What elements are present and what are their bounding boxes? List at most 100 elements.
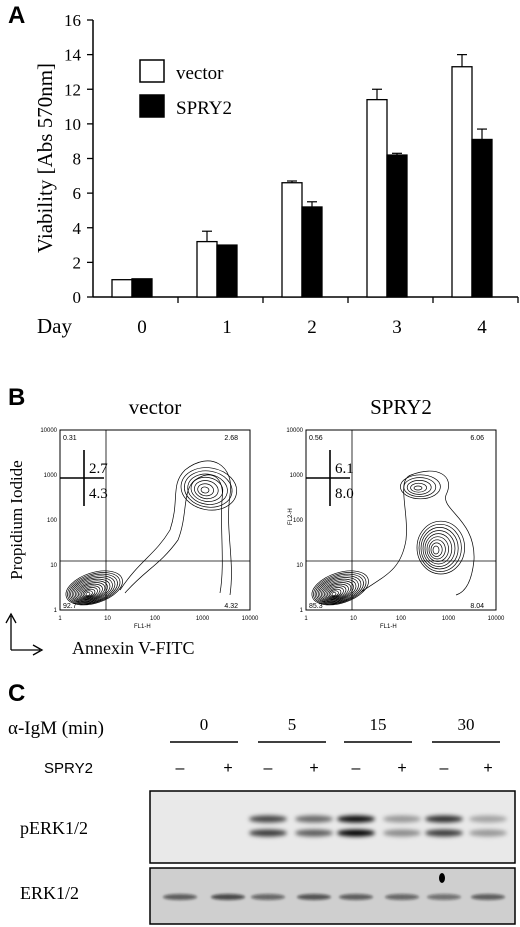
legend-label-spry2: SPRY2: [176, 98, 232, 119]
flow-plot-title: vector: [129, 395, 181, 419]
contour-line: [77, 583, 103, 600]
contour-line: [319, 578, 357, 602]
x-tick-label: 10000: [488, 616, 505, 622]
contour-line: [70, 575, 116, 604]
contour-line: [82, 588, 96, 598]
spry2-sign: –: [352, 760, 361, 777]
panel-label-c: C: [8, 680, 26, 707]
contour-line: [71, 577, 113, 603]
panel-label-b: B: [8, 384, 26, 411]
x-tick-label: 4: [477, 317, 487, 338]
contour-line: [331, 592, 337, 596]
contour-line: [74, 580, 108, 601]
annexin-label: Annexin V-FITC: [72, 638, 195, 658]
y-axis-label: Viability [Abs 570nm]: [33, 63, 57, 253]
x-tick-label: 10: [104, 616, 111, 622]
contour-line: [322, 582, 352, 601]
erk-band: [163, 894, 197, 900]
spry2-sign: –: [264, 760, 273, 777]
legend-label-vector: vector: [176, 63, 224, 84]
contour-line: [325, 585, 347, 599]
x-tick-label: 100: [396, 616, 407, 622]
contour-line: [180, 467, 238, 511]
y-tick-label: 10000: [286, 428, 303, 434]
y-tick-label: 0: [73, 288, 82, 307]
contour-line: [428, 539, 446, 560]
contour-line: [197, 483, 214, 497]
contour-line: [124, 474, 223, 594]
contour-line: [119, 460, 232, 596]
treatment-label: α-IgM (min): [8, 718, 104, 739]
contour-line: [418, 523, 462, 572]
western-blot-panel: α-IgM (min) 0 5 15 30 SPRY2 – + – + – + – + pERK1/…: [8, 715, 516, 925]
bar-spry2-day-3: [386, 154, 408, 298]
fl2-axis-title: FL2-H: [288, 508, 294, 525]
flow-plot-vector: vector 11 10 10 100 100 1000 1000 10000 10000 0.…: [40, 395, 259, 630]
propidium-iodide-label: Propidium Iodide: [7, 460, 26, 579]
spry2-sign: –: [440, 760, 449, 777]
quadrant-ll: 92.7: [63, 603, 77, 610]
erk-band: [339, 894, 373, 900]
fl1-axis-title: FL1-H: [134, 624, 151, 630]
bar-vector-day-2: [281, 182, 303, 298]
flow-plot-title: SPRY2: [370, 395, 432, 419]
timepoint-label: 30: [458, 715, 475, 734]
inset-lower-value: 8.0: [335, 486, 354, 502]
erk-band: [211, 894, 245, 900]
contour-line: [424, 533, 453, 565]
perk-band: [383, 829, 421, 837]
flow-plot-spry2: SPRY2 11 10 10 100 100 1000 1000 10000 10000 0.5…: [286, 395, 505, 630]
contour-line: [81, 587, 98, 599]
y-tick-label: 10: [296, 563, 303, 569]
x-tick-label: 2: [307, 317, 317, 338]
contour-line: [314, 573, 364, 604]
fl1-axis-title: FL1-H: [380, 624, 397, 630]
contour-line: [85, 592, 91, 596]
perk-band: [425, 815, 463, 823]
contour-line: [200, 486, 210, 494]
spry2-row-label: SPRY2: [44, 760, 93, 777]
bar-vector-day-1: [196, 240, 218, 298]
inset-lower-value: 4.3: [89, 486, 108, 502]
contour-line: [330, 590, 339, 597]
y-tick-label: 10000: [40, 428, 57, 434]
y-tick-label: 14: [64, 46, 82, 65]
perk-band: [295, 815, 333, 823]
bar-spry2-day-4: [471, 138, 493, 298]
x-tick-label: 1000: [442, 616, 456, 622]
contour-line: [184, 470, 233, 508]
bar-spry2-day-2: [301, 206, 323, 298]
y-tick-label: 1: [54, 608, 58, 614]
x-tick-label: 1000: [196, 616, 210, 622]
contour-line: [187, 473, 228, 505]
x-tick-label: 1: [58, 616, 62, 622]
blot-label-erk: ERK1/2: [20, 883, 79, 903]
y-tick-label: 16: [64, 11, 81, 30]
y-tick-label: 1000: [290, 473, 304, 479]
bar-vector-day-4: [451, 66, 473, 298]
y-tick-label: 100: [293, 518, 304, 524]
inset-upper-value: 6.1: [335, 461, 354, 477]
contour-line: [430, 542, 443, 557]
timepoint-label: 0: [200, 715, 209, 734]
contour-line: [84, 590, 93, 597]
contour-line: [194, 480, 219, 500]
perk-band: [249, 815, 287, 823]
contour-line: [65, 570, 123, 606]
y-tick-label: 8: [73, 150, 82, 169]
erk-band: [471, 894, 505, 900]
perk-band: [469, 829, 507, 837]
contour-line: [313, 572, 367, 605]
y-tick-label: 1: [300, 608, 304, 614]
contour-line: [79, 585, 101, 599]
perk-band: [295, 829, 333, 837]
erk-band: [297, 894, 331, 900]
spry2-sign: +: [309, 760, 318, 777]
contour-line: [316, 575, 362, 604]
bar-spry2-day-0: [131, 278, 153, 298]
contour-line: [73, 578, 111, 602]
y-tick-label: 4: [73, 219, 82, 238]
quadrant-ur: 6.06: [470, 435, 484, 442]
legend-swatch-vector: [139, 59, 165, 83]
